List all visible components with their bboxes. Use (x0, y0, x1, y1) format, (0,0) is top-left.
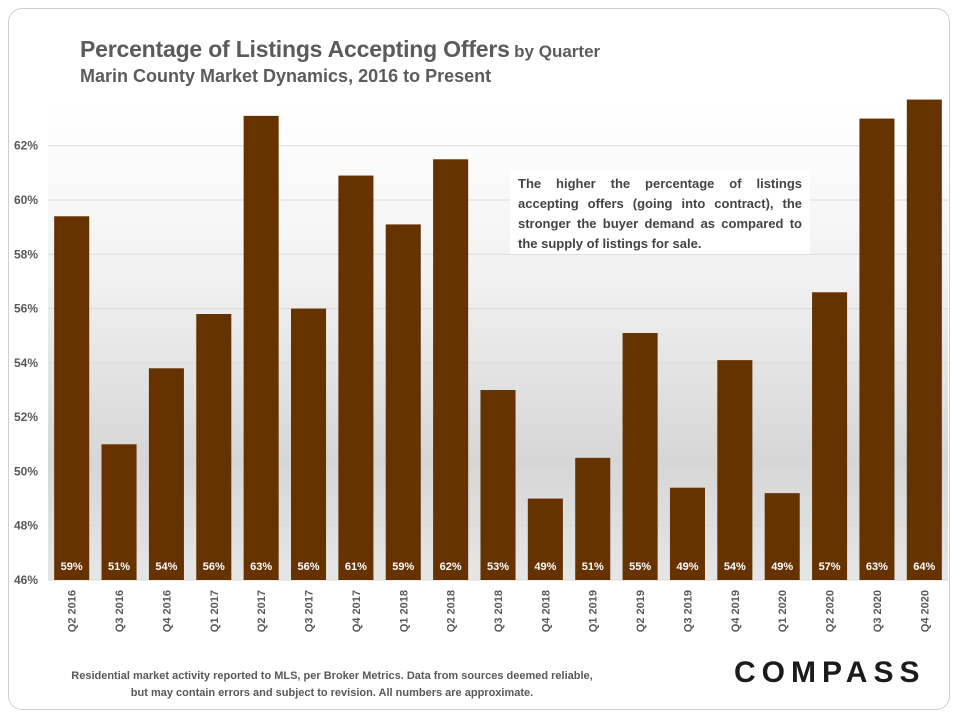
bar-q2-2019 (622, 333, 658, 580)
bar-data-label: 57% (819, 561, 841, 573)
x-tick-label: Q4 2020 (919, 590, 931, 632)
x-tick-label: Q4 2016 (161, 590, 173, 632)
chart-title: Percentage of Listings Accepting Offers (80, 36, 510, 62)
bar-data-label: 63% (250, 561, 272, 573)
x-tick-label: Q4 2018 (540, 590, 552, 632)
bar-data-label: 56% (203, 561, 225, 573)
bar-q4-2020 (906, 99, 942, 581)
y-tick-label: 62% (14, 139, 38, 153)
bar-q4-2018 (527, 498, 563, 580)
bar-q4-2016 (148, 368, 184, 580)
y-tick-label: 50% (14, 464, 38, 478)
bar-data-label: 54% (724, 561, 746, 573)
bar-data-label: 49% (676, 561, 698, 573)
y-tick-label: 52% (14, 410, 38, 424)
bar-data-label: 61% (345, 561, 367, 573)
bar-q3-2016 (101, 444, 137, 580)
y-axis-ticks: 46% 48% 50% 52% 54% 56% 58% 60% 62% (14, 139, 38, 587)
bar-data-label: 59% (61, 561, 83, 573)
x-tick-label: Q3 2019 (682, 590, 694, 632)
x-tick-label: Q1 2019 (588, 590, 600, 632)
bar-data-label: 59% (392, 561, 414, 573)
source-footnote: Residential market activity reported to … (71, 670, 593, 699)
x-tick-label: Q2 2019 (635, 590, 647, 632)
bar-q2-2018 (433, 159, 469, 581)
bar-data-label: 54% (155, 561, 177, 573)
x-tick-label: Q1 2018 (398, 590, 410, 632)
bar-data-label: 49% (534, 561, 556, 573)
y-tick-label: 56% (14, 302, 38, 316)
x-tick-label: Q1 2020 (777, 590, 789, 632)
chart-header: Percentage of Listings Accepting Offers … (80, 36, 600, 87)
bar-data-label: 55% (629, 561, 651, 573)
x-tick-label: Q4 2019 (730, 590, 742, 632)
y-tick-label: 46% (14, 573, 38, 587)
chart-subtitle: Marin County Market Dynamics, 2016 to Pr… (80, 66, 492, 86)
bar-data-label: 51% (582, 561, 604, 573)
compass-logo: COMPASS (734, 656, 926, 689)
x-tick-label: Q4 2017 (351, 590, 363, 632)
annotation-box: The higher the percentage of listings ac… (510, 170, 810, 254)
x-tick-label: Q2 2016 (67, 590, 79, 632)
bar-q4-2017 (338, 175, 374, 581)
bar-q3-2020 (859, 118, 895, 581)
y-tick-label: 58% (14, 247, 38, 261)
x-axis-ticks: Q2 2016 Q3 2016 Q4 2016 Q1 2017 Q2 2017 Q3 20… (67, 590, 932, 632)
x-tick-label: Q3 2017 (304, 590, 316, 632)
bar-data-label: 64% (913, 561, 935, 573)
bar-data-label: 49% (771, 561, 793, 573)
bar-q2-2017 (243, 115, 279, 580)
x-tick-label: Q1 2017 (209, 590, 221, 632)
x-tick-label: Q2 2018 (446, 590, 458, 632)
bar-data-label: 63% (866, 561, 888, 573)
bar-q2-2020 (812, 292, 848, 580)
bar-q3-2017 (291, 308, 327, 580)
bar-q1-2020 (764, 493, 800, 580)
bar-q4-2019 (717, 360, 753, 580)
x-tick-label: Q2 2020 (825, 590, 837, 632)
y-tick-label: 60% (14, 193, 38, 207)
bar-q1-2018 (385, 224, 421, 580)
bar-data-label: 56% (298, 561, 320, 573)
bar-data-label: 51% (108, 561, 130, 573)
x-tick-label: Q3 2016 (114, 590, 126, 632)
x-tick-label: Q3 2018 (493, 590, 505, 632)
bar-q1-2019 (575, 457, 611, 580)
x-tick-label: Q3 2020 (872, 590, 884, 632)
bar-data-label: 53% (487, 561, 509, 573)
y-tick-label: 48% (14, 519, 38, 533)
y-tick-label: 54% (14, 356, 38, 370)
x-tick-label: Q2 2017 (256, 590, 268, 632)
bar-q2-2016 (54, 216, 90, 581)
bar-q1-2017 (196, 314, 232, 580)
bars: 59% 51% 54% 56% 63% 56% 61% 59% 62% 53% 49% 51% 55% 4… (54, 99, 942, 581)
chart-title-suffix: by Quarter (514, 42, 601, 61)
bar-data-label: 62% (440, 561, 462, 573)
bar-q3-2019 (669, 487, 705, 580)
bar-q3-2018 (480, 390, 516, 580)
